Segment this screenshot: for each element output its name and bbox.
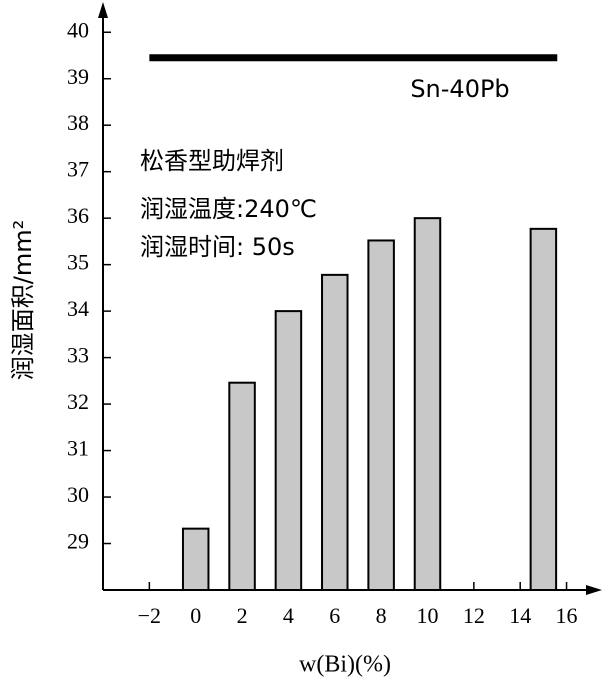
y-tick-label: 30	[67, 482, 89, 507]
x-tick-label: 14	[509, 603, 531, 628]
bar	[321, 273, 349, 591]
reference-label: Sn-40Pb	[410, 75, 509, 103]
y-tick-label: 34	[67, 296, 89, 321]
x-tick-label: 4	[283, 603, 294, 628]
y-tick-label: 31	[67, 436, 89, 461]
bar	[367, 239, 395, 591]
annotation: 润湿温度:240℃	[140, 195, 317, 223]
x-tick-label: 10	[416, 603, 438, 628]
x-tick-label: 16	[556, 603, 578, 628]
x-tick-label: 2	[237, 603, 248, 628]
y-tick-label: 39	[67, 64, 89, 89]
bar	[228, 381, 256, 591]
y-tick-label: 38	[67, 110, 89, 135]
bar	[181, 527, 210, 592]
x-axis-label: w(Bi)(%)	[299, 652, 391, 678]
annotation: 松香型助焊剂	[140, 147, 284, 175]
y-tick-label: 37	[67, 157, 89, 182]
y-tick-label: 35	[67, 250, 89, 275]
y-tick-label: 36	[67, 203, 89, 228]
x-tick-label: −2	[138, 603, 161, 628]
x-tick-label: 6	[329, 603, 340, 628]
bar	[529, 227, 558, 591]
y-tick-label: 32	[67, 389, 89, 414]
y-axis-label: 润湿面积/mm²	[9, 220, 37, 380]
x-axis-arrow	[586, 585, 602, 595]
y-axis-arrow	[98, 2, 108, 18]
y-tick-label: 40	[67, 17, 89, 42]
x-tick-label: 8	[376, 603, 387, 628]
bar	[413, 217, 442, 591]
y-tick-label: 33	[67, 343, 89, 368]
bar	[274, 310, 303, 591]
annotation: 润湿时间: 50s	[140, 233, 295, 261]
y-tick-label: 29	[67, 529, 89, 554]
x-tick-label: 12	[463, 603, 485, 628]
x-tick-label: 0	[190, 603, 201, 628]
